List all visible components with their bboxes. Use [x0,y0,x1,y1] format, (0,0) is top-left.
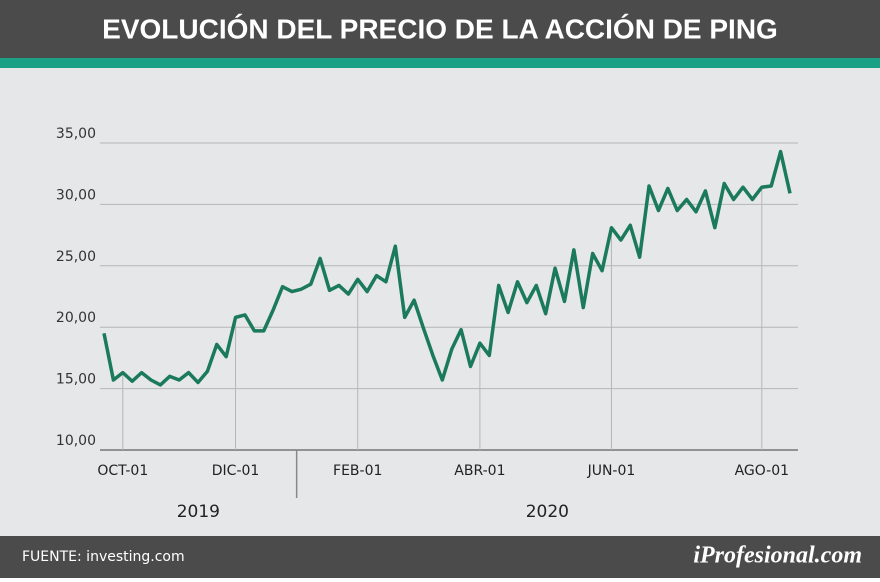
x-tick-label: OCT-01 [97,463,148,479]
brand: iProfesional.com [693,543,862,569]
x-tick-label: AGO-01 [735,463,789,479]
x-group-label: 2020 [526,502,569,522]
y-tick-label: 30,00 [56,187,96,203]
y-tick-label: 20,00 [56,310,96,326]
price-line [102,149,792,387]
x-tick-label: FEB-01 [333,463,382,479]
x-tick-label: DIC-01 [212,463,260,479]
x-group-label: 2019 [177,502,220,522]
source: FUENTE: investing.com [22,549,185,565]
chart-title: EVOLUCIÓN DEL PRECIO DE LA ACCIÓN DE PIN… [102,13,778,44]
x-tick-label: ABR-01 [454,463,505,479]
y-tick-label: 25,00 [56,249,96,265]
header-bar [0,0,880,58]
footer-bar [0,536,880,578]
y-tick-label: 10,00 [56,433,96,449]
y-tick-label: 15,00 [56,372,96,388]
accent-bar [0,58,880,68]
y-tick-label: 35,00 [56,126,96,142]
x-tick-label: JUN-01 [587,463,636,479]
